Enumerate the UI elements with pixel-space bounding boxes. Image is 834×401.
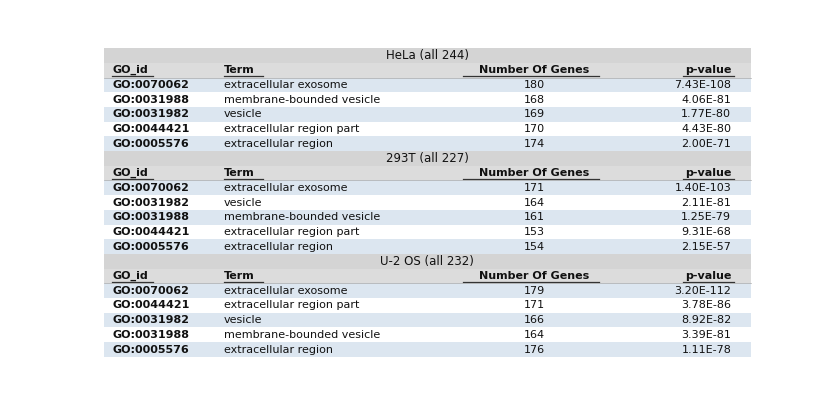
Text: 293T (all 227): 293T (all 227) bbox=[386, 152, 469, 165]
Bar bbox=[104, 195, 751, 210]
Text: extracellular exosome: extracellular exosome bbox=[224, 80, 347, 90]
Text: Term: Term bbox=[224, 65, 254, 75]
Text: Number Of Genes: Number Of Genes bbox=[479, 65, 589, 75]
Text: vesicle: vesicle bbox=[224, 109, 263, 119]
Text: 153: 153 bbox=[524, 227, 545, 237]
Text: vesicle: vesicle bbox=[224, 315, 263, 325]
Text: extracellular exosome: extracellular exosome bbox=[224, 286, 347, 296]
Text: GO:0005576: GO:0005576 bbox=[112, 242, 188, 251]
Text: extracellular region part: extracellular region part bbox=[224, 300, 359, 310]
Text: GO_id: GO_id bbox=[112, 65, 148, 75]
Text: 164: 164 bbox=[524, 198, 545, 207]
Text: 166: 166 bbox=[524, 315, 545, 325]
Bar bbox=[104, 92, 751, 107]
Text: GO:0044421: GO:0044421 bbox=[112, 300, 189, 310]
Text: 3.39E-81: 3.39E-81 bbox=[681, 330, 731, 340]
Bar bbox=[104, 77, 751, 92]
Text: GO:0044421: GO:0044421 bbox=[112, 124, 189, 134]
Text: GO:0005576: GO:0005576 bbox=[112, 139, 188, 149]
Bar bbox=[104, 328, 751, 342]
Text: GO:0031982: GO:0031982 bbox=[112, 109, 189, 119]
Text: 161: 161 bbox=[524, 212, 545, 222]
Bar bbox=[104, 342, 751, 357]
Text: GO:0031988: GO:0031988 bbox=[112, 330, 189, 340]
Bar bbox=[104, 166, 751, 180]
Text: GO:0031988: GO:0031988 bbox=[112, 212, 189, 222]
Bar bbox=[104, 210, 751, 225]
Text: 3.78E-86: 3.78E-86 bbox=[681, 300, 731, 310]
Text: 171: 171 bbox=[524, 183, 545, 193]
Text: GO:0005576: GO:0005576 bbox=[112, 344, 188, 354]
Text: 1.40E-103: 1.40E-103 bbox=[675, 183, 731, 193]
Text: membrane-bounded vesicle: membrane-bounded vesicle bbox=[224, 330, 380, 340]
Text: 180: 180 bbox=[524, 80, 545, 90]
Text: p-value: p-value bbox=[685, 168, 731, 178]
Text: extracellular region part: extracellular region part bbox=[224, 124, 359, 134]
Text: 154: 154 bbox=[524, 242, 545, 251]
Text: p-value: p-value bbox=[685, 271, 731, 281]
Text: 176: 176 bbox=[524, 344, 545, 354]
Text: 4.43E-80: 4.43E-80 bbox=[681, 124, 731, 134]
Bar bbox=[104, 48, 751, 63]
Text: extracellular region: extracellular region bbox=[224, 242, 333, 251]
Text: membrane-bounded vesicle: membrane-bounded vesicle bbox=[224, 95, 380, 105]
Text: 164: 164 bbox=[524, 330, 545, 340]
Text: p-value: p-value bbox=[685, 65, 731, 75]
Text: extracellular region part: extracellular region part bbox=[224, 227, 359, 237]
Text: 2.15E-57: 2.15E-57 bbox=[681, 242, 731, 251]
Text: HeLa (all 244): HeLa (all 244) bbox=[386, 49, 469, 62]
Text: 3.20E-112: 3.20E-112 bbox=[675, 286, 731, 296]
Bar bbox=[104, 269, 751, 284]
Bar bbox=[104, 122, 751, 136]
Text: 1.11E-78: 1.11E-78 bbox=[681, 344, 731, 354]
Bar bbox=[104, 298, 751, 313]
Text: 2.00E-71: 2.00E-71 bbox=[681, 139, 731, 149]
Bar bbox=[104, 239, 751, 254]
Text: U-2 OS (all 232): U-2 OS (all 232) bbox=[380, 255, 475, 268]
Bar bbox=[104, 136, 751, 151]
Text: extracellular region: extracellular region bbox=[224, 139, 333, 149]
Text: GO:0070062: GO:0070062 bbox=[112, 183, 188, 193]
Bar bbox=[104, 107, 751, 122]
Text: Term: Term bbox=[224, 168, 254, 178]
Text: 1.25E-79: 1.25E-79 bbox=[681, 212, 731, 222]
Text: 174: 174 bbox=[524, 139, 545, 149]
Bar bbox=[104, 151, 751, 166]
Text: GO:0070062: GO:0070062 bbox=[112, 80, 188, 90]
Text: extracellular region: extracellular region bbox=[224, 344, 333, 354]
Text: GO_id: GO_id bbox=[112, 168, 148, 178]
Text: Number Of Genes: Number Of Genes bbox=[479, 168, 589, 178]
Bar bbox=[104, 180, 751, 195]
Text: 170: 170 bbox=[524, 124, 545, 134]
Bar bbox=[104, 63, 751, 77]
Text: 168: 168 bbox=[524, 95, 545, 105]
Text: GO:0044421: GO:0044421 bbox=[112, 227, 189, 237]
Text: 169: 169 bbox=[524, 109, 545, 119]
Text: Term: Term bbox=[224, 271, 254, 281]
Text: 8.92E-82: 8.92E-82 bbox=[681, 315, 731, 325]
Text: GO:0031982: GO:0031982 bbox=[112, 315, 189, 325]
Bar bbox=[104, 225, 751, 239]
Text: 2.11E-81: 2.11E-81 bbox=[681, 198, 731, 207]
Text: GO_id: GO_id bbox=[112, 271, 148, 281]
Text: membrane-bounded vesicle: membrane-bounded vesicle bbox=[224, 212, 380, 222]
Text: 179: 179 bbox=[524, 286, 545, 296]
Bar bbox=[104, 284, 751, 298]
Text: 1.77E-80: 1.77E-80 bbox=[681, 109, 731, 119]
Text: extracellular exosome: extracellular exosome bbox=[224, 183, 347, 193]
Text: 7.43E-108: 7.43E-108 bbox=[674, 80, 731, 90]
Text: vesicle: vesicle bbox=[224, 198, 263, 207]
Text: Number Of Genes: Number Of Genes bbox=[479, 271, 589, 281]
Bar bbox=[104, 313, 751, 328]
Bar bbox=[104, 254, 751, 269]
Text: GO:0031982: GO:0031982 bbox=[112, 198, 189, 207]
Text: 171: 171 bbox=[524, 300, 545, 310]
Text: GO:0070062: GO:0070062 bbox=[112, 286, 188, 296]
Text: 9.31E-68: 9.31E-68 bbox=[681, 227, 731, 237]
Text: 4.06E-81: 4.06E-81 bbox=[681, 95, 731, 105]
Text: GO:0031988: GO:0031988 bbox=[112, 95, 189, 105]
